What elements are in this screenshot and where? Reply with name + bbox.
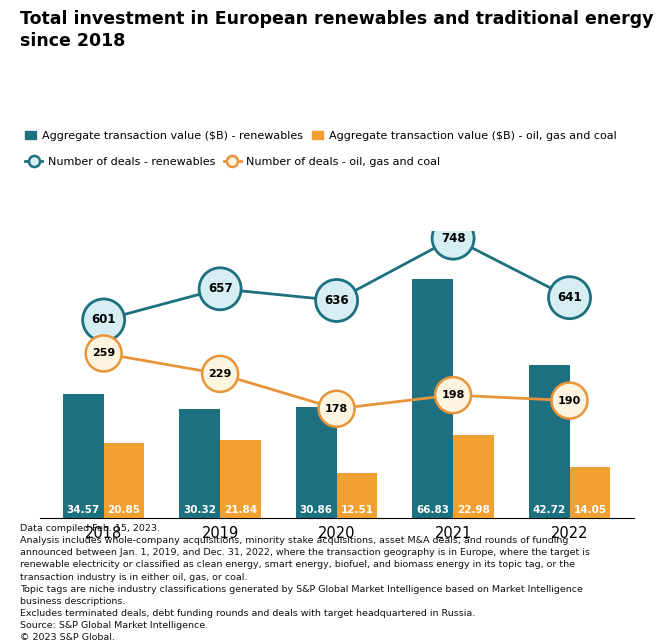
Text: 259: 259 — [92, 349, 116, 358]
Bar — [529, 365, 570, 518]
Text: 12.51: 12.51 — [341, 505, 374, 515]
Text: 190: 190 — [558, 395, 581, 406]
Ellipse shape — [202, 356, 238, 392]
Bar — [104, 443, 145, 518]
Text: Data compiled Feb. 15, 2023.
Analysis includes whole-company acquisitions, minor: Data compiled Feb. 15, 2023. Analysis in… — [20, 524, 589, 642]
Bar — [570, 467, 611, 518]
Text: 601: 601 — [91, 313, 116, 327]
Bar — [180, 409, 220, 518]
Ellipse shape — [435, 377, 471, 413]
Text: 657: 657 — [208, 282, 232, 295]
Text: 229: 229 — [209, 369, 232, 379]
Bar — [63, 394, 104, 518]
Text: 178: 178 — [325, 404, 348, 413]
Bar — [220, 440, 261, 518]
Ellipse shape — [315, 280, 358, 322]
Bar — [412, 278, 453, 518]
Text: 66.83: 66.83 — [416, 505, 449, 515]
Text: 641: 641 — [557, 291, 582, 304]
Text: 198: 198 — [442, 390, 465, 400]
Text: 30.86: 30.86 — [300, 505, 333, 515]
Ellipse shape — [548, 276, 591, 319]
Bar — [337, 473, 378, 518]
Ellipse shape — [82, 299, 125, 341]
Text: 42.72: 42.72 — [533, 505, 566, 515]
Legend: Number of deals - renewables, Number of deals - oil, gas and coal: Number of deals - renewables, Number of … — [25, 157, 440, 167]
Text: Total investment in European renewables and traditional energy sectors
since 201: Total investment in European renewables … — [20, 10, 660, 50]
Bar — [453, 435, 494, 518]
Text: 14.05: 14.05 — [574, 505, 607, 515]
Text: 34.57: 34.57 — [67, 505, 100, 515]
Ellipse shape — [552, 383, 587, 419]
Text: 748: 748 — [441, 231, 465, 244]
Text: 30.32: 30.32 — [183, 505, 216, 515]
Text: 22.98: 22.98 — [457, 505, 490, 515]
Text: 21.84: 21.84 — [224, 505, 257, 515]
Ellipse shape — [432, 217, 474, 259]
Ellipse shape — [86, 336, 121, 372]
Ellipse shape — [199, 267, 241, 310]
Legend: Aggregate transaction value ($B) - renewables, Aggregate transaction value ($B) : Aggregate transaction value ($B) - renew… — [25, 131, 616, 141]
Bar — [296, 407, 337, 518]
Text: 20.85: 20.85 — [108, 505, 141, 515]
Ellipse shape — [319, 391, 354, 427]
Text: 636: 636 — [324, 294, 349, 307]
